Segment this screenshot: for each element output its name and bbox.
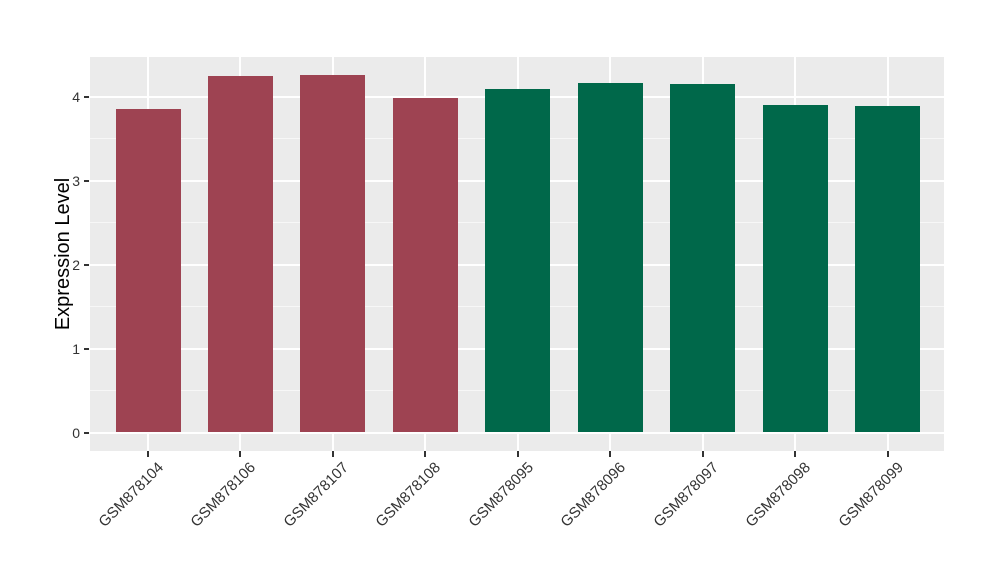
y-tick-mark	[84, 263, 89, 266]
bar-GSM878107	[300, 75, 366, 433]
x-tick-mark	[516, 451, 519, 457]
x-tick-mark	[331, 451, 334, 457]
bar-GSM878095	[485, 89, 551, 433]
y-tick-label: 0	[72, 424, 80, 441]
bar-GSM878108	[392, 97, 458, 433]
y-tick-mark	[84, 431, 89, 434]
y-tick-mark	[84, 95, 89, 98]
x-tick-mark	[239, 451, 242, 457]
y-tick-mark	[84, 179, 89, 182]
x-tick-mark	[886, 451, 889, 457]
y-axis-title: Expression Level	[52, 177, 74, 331]
x-tick-mark	[147, 451, 149, 457]
x-tick-label: GSM878104	[95, 459, 168, 531]
y-tick-label: 1	[72, 340, 80, 357]
x-tick-mark	[609, 451, 612, 457]
bar-GSM878099	[855, 106, 921, 433]
bar-GSM878096	[577, 83, 643, 433]
plot-panel	[90, 57, 944, 451]
bar-GSM878098	[762, 105, 828, 433]
y-tick-label: 3	[72, 172, 80, 189]
bar-GSM878104	[115, 108, 181, 433]
y-tick-mark	[84, 347, 89, 350]
bar-GSM878106	[207, 75, 273, 433]
y-tick-label: 4	[72, 88, 80, 105]
bar-GSM878097	[670, 84, 736, 433]
x-tick-mark	[701, 451, 704, 457]
y-tick-label: 2	[72, 256, 80, 273]
x-tick-mark	[424, 451, 427, 457]
x-tick-mark	[794, 451, 797, 457]
